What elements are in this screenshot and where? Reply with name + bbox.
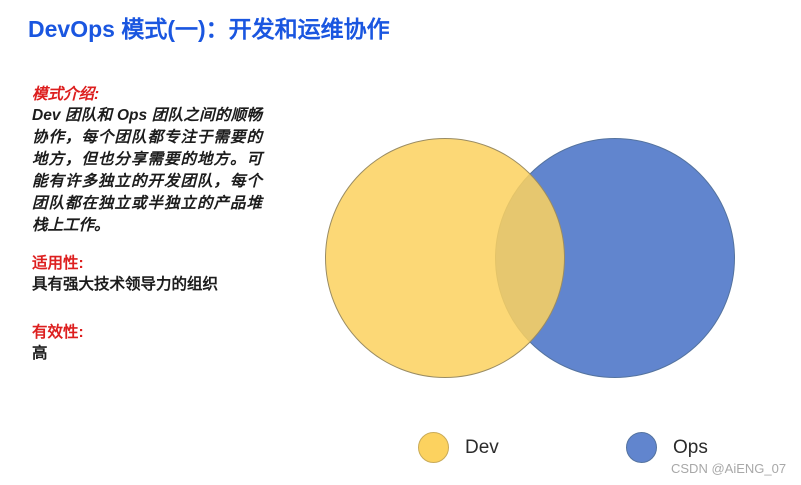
section-heading-effectiveness: 有效性: [32,324,84,341]
section-body-applicability: 具有强大技术领导力的组织 [32,276,219,293]
left-text-panel: 模式介绍: Dev 团队和 Ops 团队之间的顺畅协作，每个团队都专注于需要的地… [32,84,262,365]
venn-diagram [300,120,780,400]
legend: Dev Ops [418,432,738,468]
section-heading-applicability: 适用性: [32,255,84,272]
legend-item-dev: Dev [418,432,499,463]
section-pattern-intro: 模式介绍: Dev 团队和 Ops 团队之间的顺畅协作，每个团队都专注于需要的地… [32,84,262,237]
legend-swatch-ops-icon [626,432,657,463]
section-body-effectiveness: 高 [32,345,48,362]
venn-circle-dev [325,138,565,378]
section-heading-pattern-intro: 模式介绍: [32,86,100,103]
legend-item-ops: Ops [626,432,708,463]
section-effectiveness: 有效性: 高 [32,322,262,365]
page-title: DevOps 模式(一)：开发和运维协作 [28,16,390,42]
legend-label-ops: Ops [673,437,708,458]
section-applicability: 适用性: 具有强大技术领导力的组织 [32,253,262,296]
legend-swatch-dev-icon [418,432,449,463]
legend-label-dev: Dev [465,437,499,458]
section-body-pattern-intro: Dev 团队和 Ops 团队之间的顺畅协作，每个团队都专注于需要的地方，但也分享… [32,107,262,234]
watermark: CSDN @AiENG_07 [671,461,787,476]
